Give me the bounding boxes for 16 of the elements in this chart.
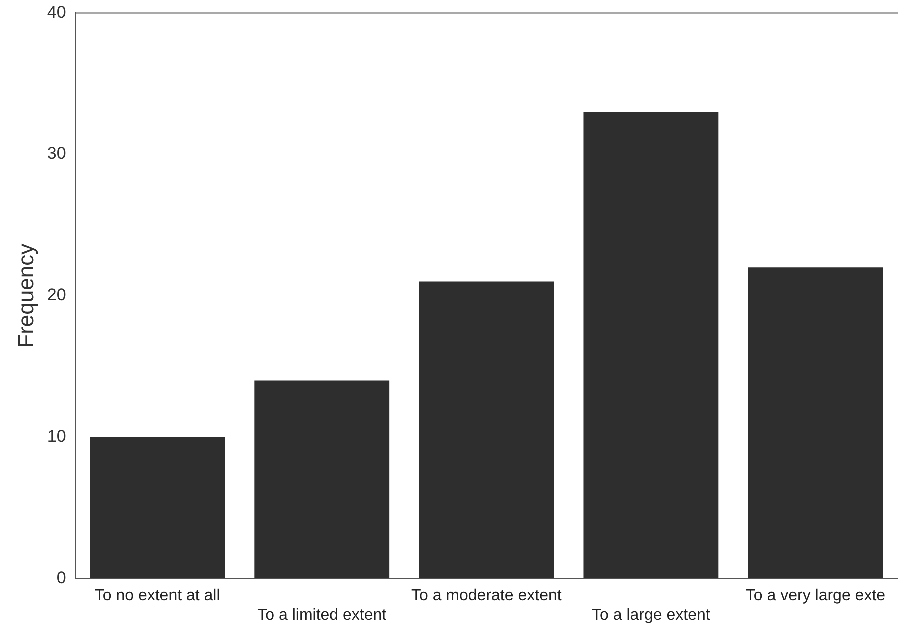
x-tick-label: To a moderate extent: [412, 588, 562, 605]
x-tick-label: To a limited extent: [258, 606, 388, 624]
x-tick-label: To a large extent: [592, 606, 711, 624]
x-tick-label: To a very large exte: [746, 588, 886, 605]
bar: [584, 112, 719, 579]
bar: [419, 282, 554, 579]
y-axis-title: Frequency: [13, 244, 38, 348]
y-tick-label: 20: [47, 286, 66, 305]
y-tick-label: 40: [47, 2, 66, 22]
y-tick-label: 30: [47, 144, 66, 164]
y-tick-label: 10: [47, 426, 66, 446]
bar: [90, 437, 226, 579]
x-tick-label: To no extent at all: [94, 588, 220, 605]
bar: [748, 268, 884, 579]
bar: [254, 380, 390, 579]
y-tick-label: 0: [56, 568, 66, 588]
